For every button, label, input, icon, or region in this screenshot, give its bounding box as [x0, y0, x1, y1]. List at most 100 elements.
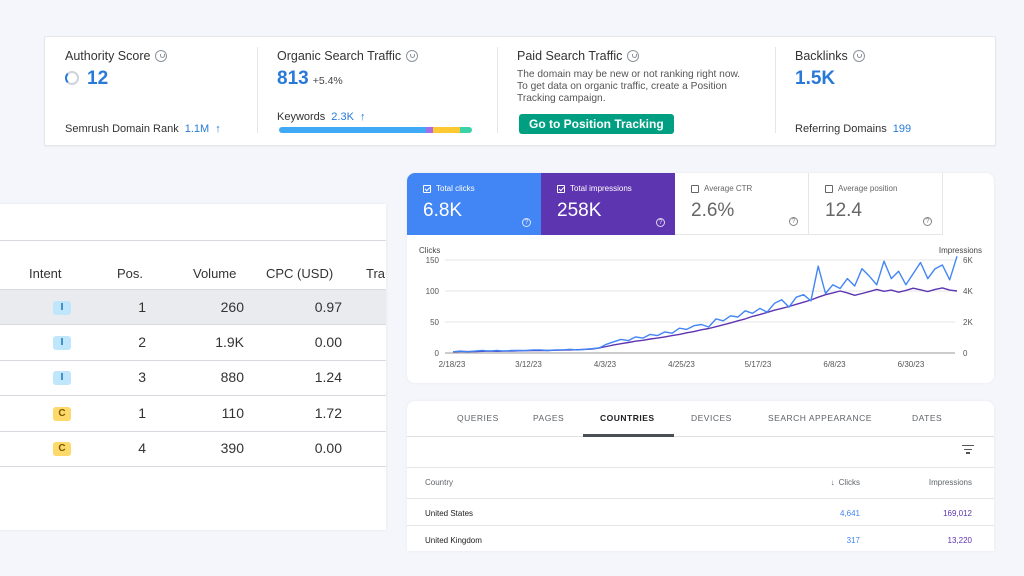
y-left-axis-title: Clicks	[419, 246, 441, 255]
checkbox-icon[interactable]	[423, 184, 431, 193]
checkbox-icon[interactable]	[825, 184, 833, 193]
x-tick-label: 5/17/23	[745, 360, 772, 369]
column-header-volume[interactable]: Volume	[193, 266, 237, 281]
table-row[interactable]: I 2 1.9K 0.00	[0, 325, 386, 361]
header-clicks[interactable]: ↓ Clicks	[831, 478, 860, 487]
header-impressions[interactable]: Impressions	[928, 478, 972, 487]
x-tick-label: 3/12/23	[515, 360, 542, 369]
metric-value: 12.4	[825, 200, 862, 221]
checkbox-icon[interactable]	[691, 184, 699, 193]
help-icon[interactable]: ?	[522, 218, 531, 227]
column-header-intent[interactable]: Intent	[29, 266, 62, 281]
keyword-positions-table: Intent Pos. Volume CPC (USD) Tra I 1 260 0.…	[0, 204, 386, 530]
organic-traffic-change: +5.4%	[312, 75, 343, 87]
info-icon[interactable]	[852, 50, 865, 62]
tab-dates[interactable]: DATES	[912, 413, 943, 423]
impressions-cell: 169,012	[943, 509, 972, 518]
metric-tile-average-ctr[interactable]: Average CTR 2.6%?	[675, 173, 809, 235]
table-row[interactable]: United Kingdom 317 13,220	[407, 525, 994, 551]
referring-domains-label: Referring Domains	[795, 123, 887, 135]
organic-traffic-value[interactable]: 813	[277, 68, 309, 89]
header-country[interactable]: Country	[425, 478, 454, 487]
header-clicks-label: Clicks	[838, 478, 860, 487]
tab-countries[interactable]: COUNTRIES	[600, 413, 655, 423]
metric-tile-average-position[interactable]: Average position 12.4?	[809, 173, 943, 235]
help-icon[interactable]: ?	[656, 218, 665, 227]
y-right-axis-title: Impressions	[938, 246, 982, 255]
cpc-cell: 0.00	[314, 440, 342, 456]
position-cell: 1	[138, 299, 146, 315]
table-row[interactable]: C 1 110 1.72	[0, 396, 386, 432]
backlinks-value[interactable]: 1.5K	[795, 68, 836, 89]
paid-traffic-description: The domain may be new or not ranking rig…	[517, 69, 741, 104]
clicks-cell: 317	[846, 536, 860, 545]
info-icon[interactable]	[627, 50, 640, 62]
metric-tile-total-clicks[interactable]: Total clicks 6.8K?	[407, 173, 541, 235]
keywords-row: Keywords 2.3K ↑	[277, 111, 366, 123]
clicks-series-line	[452, 256, 958, 353]
cpc-cell: 1.72	[314, 404, 342, 421]
cpc-cell: 0.00	[314, 333, 342, 350]
intent-badge: I	[53, 335, 71, 350]
tab-devices[interactable]: DEVICES	[691, 413, 732, 423]
referring-domains-row: Referring Domains 199	[795, 123, 911, 135]
go-to-position-tracking-button[interactable]: Go to Position Tracking	[519, 114, 674, 134]
x-tick-label: 2/18/23	[439, 360, 466, 369]
metric-value: 258K	[557, 200, 602, 221]
keyword-bar-segment	[459, 127, 472, 133]
metric-label: Average position	[838, 184, 898, 193]
tab-queries[interactable]: QUERIES	[457, 413, 499, 423]
intent-badge: C	[53, 442, 71, 456]
y-left-tick-label: 100	[426, 287, 440, 296]
table-row[interactable]: I 1 260 0.97	[0, 289, 386, 325]
table-row[interactable]: United States 4,641 169,012	[407, 498, 994, 525]
checkbox-icon[interactable]	[557, 184, 565, 193]
sort-down-arrow-icon: ↓	[830, 478, 835, 487]
keywords-up-arrow-icon: ↑	[360, 111, 366, 123]
y-right-tick-label: 4K	[963, 287, 973, 296]
backlinks-title: Backlinks	[795, 49, 848, 63]
country-cell: United Kingdom	[425, 536, 482, 545]
performance-card: Total clicks 6.8K? Total impressions 258K? A…	[407, 173, 994, 383]
table-row[interactable]: C 4 390 0.00	[0, 431, 386, 467]
authority-score-widget: Authority Score 12 Semrush Domain Rank 1.…	[45, 37, 255, 147]
position-cell: 3	[138, 369, 146, 385]
table-header-row: Country ↓ Clicks Impressions	[407, 467, 994, 494]
y-right-tick-label: 0	[963, 349, 968, 358]
info-icon[interactable]	[406, 50, 419, 62]
x-tick-label: 4/3/23	[594, 360, 617, 369]
referring-domains-value[interactable]: 199	[892, 123, 912, 135]
help-icon[interactable]: ?	[923, 217, 932, 226]
domain-rank-label: Semrush Domain Rank	[65, 123, 179, 135]
keyword-bar-segment	[432, 127, 460, 133]
metric-tile-total-impressions[interactable]: Total impressions 258K?	[541, 173, 675, 235]
tab-search-appearance[interactable]: SEARCH APPEARANCE	[768, 413, 872, 423]
help-icon[interactable]: ?	[789, 217, 798, 226]
clicks-cell: 4,641	[839, 509, 860, 518]
score-gauge-icon	[65, 71, 79, 85]
cpc-cell: 1.24	[314, 369, 342, 385]
info-icon[interactable]	[155, 50, 168, 62]
table-row[interactable]: I 3 880 1.24	[0, 360, 386, 396]
paid-traffic-title: Paid Search Traffic	[517, 49, 623, 63]
position-cell: 4	[138, 440, 146, 456]
table-divider	[0, 240, 386, 241]
x-tick-label: 6/8/23	[823, 360, 846, 369]
domain-overview-card: Authority Score 12 Semrush Domain Rank 1.…	[44, 36, 996, 146]
column-header-traffic[interactable]: Tra	[366, 266, 386, 281]
impressions-cell: 13,220	[947, 536, 972, 545]
metric-value: 2.6%	[691, 200, 735, 221]
metric-value: 6.8K	[423, 200, 463, 221]
authority-score-value: 12	[87, 68, 109, 89]
column-header-position[interactable]: Pos.	[117, 266, 144, 281]
domain-rank-value[interactable]: 1.1M	[184, 123, 210, 135]
keywords-value[interactable]: 2.3K	[331, 111, 354, 123]
filter-icon[interactable]	[962, 445, 974, 454]
tab-pages[interactable]: PAGES	[533, 413, 565, 423]
keyword-bar-segment	[425, 127, 433, 133]
keyword-distribution-bar	[279, 127, 472, 133]
column-header-cpc[interactable]: CPC (USD)	[266, 266, 334, 281]
keyword-bar-segment	[376, 127, 426, 133]
volume-cell: 260	[220, 299, 244, 315]
cpc-cell: 0.97	[314, 299, 342, 315]
